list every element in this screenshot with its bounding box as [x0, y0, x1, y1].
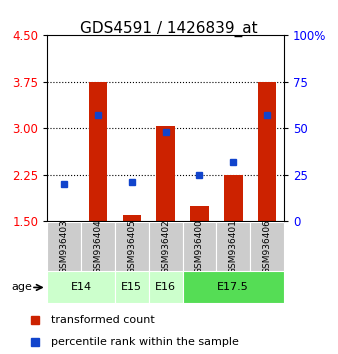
Text: GSM936401: GSM936401	[229, 219, 238, 274]
Bar	[224, 175, 243, 221]
Text: transformed count: transformed count	[51, 315, 154, 325]
Bar	[89, 82, 107, 221]
Bar	[183, 271, 284, 303]
Text: GSM936406: GSM936406	[263, 219, 271, 274]
Bar	[250, 222, 284, 271]
Bar	[47, 271, 115, 303]
Bar	[47, 222, 81, 271]
Bar	[216, 222, 250, 271]
Text: GSM936405: GSM936405	[127, 219, 136, 274]
Text: GSM936403: GSM936403	[60, 219, 69, 274]
Bar	[190, 206, 209, 221]
Bar	[81, 222, 115, 271]
Text: E15: E15	[121, 282, 142, 292]
Bar	[149, 222, 183, 271]
Bar	[149, 271, 183, 303]
Text: E16: E16	[155, 282, 176, 292]
Text: GSM936400: GSM936400	[195, 219, 204, 274]
Text: GSM936402: GSM936402	[161, 219, 170, 274]
Bar	[115, 271, 149, 303]
Bar	[156, 126, 175, 221]
Bar	[183, 222, 216, 271]
Text: GSM936404: GSM936404	[94, 219, 102, 274]
Text: age: age	[12, 282, 33, 292]
Bar	[123, 215, 141, 221]
Text: E17.5: E17.5	[217, 282, 249, 292]
Text: GDS4591 / 1426839_at: GDS4591 / 1426839_at	[80, 21, 258, 37]
Text: percentile rank within the sample: percentile rank within the sample	[51, 337, 239, 347]
Bar	[258, 82, 276, 221]
Bar	[115, 222, 149, 271]
Text: E14: E14	[71, 282, 92, 292]
